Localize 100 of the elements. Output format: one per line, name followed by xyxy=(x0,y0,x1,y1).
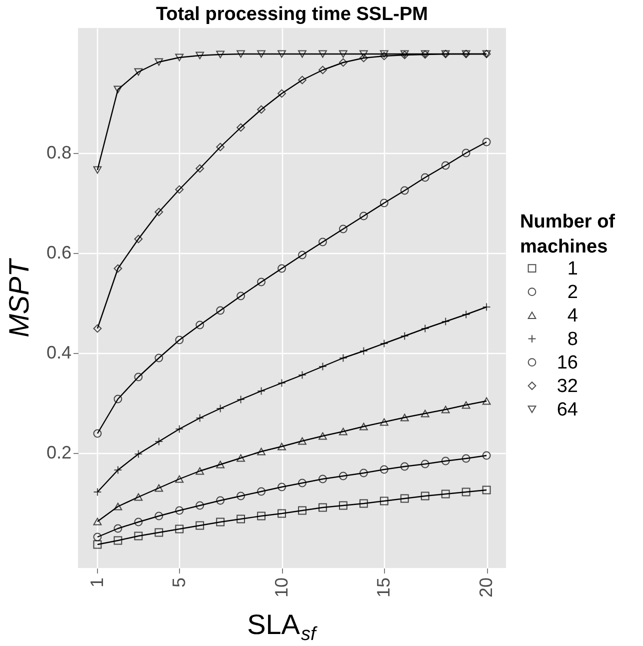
x-tick-label: 20 xyxy=(476,578,496,598)
x-tick-label: 1 xyxy=(86,578,107,588)
point xyxy=(236,123,246,132)
point xyxy=(462,488,470,496)
point xyxy=(338,501,348,510)
point xyxy=(441,406,450,414)
point xyxy=(154,58,164,66)
point xyxy=(175,475,184,483)
point xyxy=(298,50,306,58)
point xyxy=(338,224,348,234)
legend-label: 16 xyxy=(556,352,578,374)
point xyxy=(216,496,225,505)
point xyxy=(482,486,491,494)
point xyxy=(420,410,430,418)
point xyxy=(318,432,327,440)
point xyxy=(482,138,491,146)
y-tick-label: 0.2 xyxy=(46,442,72,462)
point xyxy=(257,105,266,114)
point xyxy=(380,465,388,474)
point xyxy=(257,50,266,58)
point xyxy=(196,52,204,60)
point xyxy=(93,518,102,526)
point xyxy=(196,501,204,510)
point xyxy=(114,502,122,510)
point xyxy=(298,250,306,260)
point xyxy=(114,264,122,273)
point xyxy=(154,208,164,216)
point xyxy=(93,324,102,333)
point xyxy=(154,484,164,492)
point xyxy=(196,320,204,330)
point xyxy=(462,148,470,158)
point xyxy=(359,499,368,508)
point xyxy=(482,451,491,460)
point xyxy=(134,234,143,244)
point xyxy=(298,478,306,488)
point xyxy=(175,506,184,515)
point xyxy=(298,506,306,515)
point xyxy=(154,512,164,520)
point xyxy=(462,401,470,409)
point xyxy=(278,509,286,518)
point xyxy=(196,164,204,173)
point xyxy=(318,503,327,512)
point xyxy=(359,50,368,58)
point xyxy=(236,50,246,58)
point xyxy=(359,54,368,62)
point xyxy=(216,142,225,152)
legend-label: 4 xyxy=(567,305,578,326)
point xyxy=(318,66,327,74)
point xyxy=(93,166,102,174)
point xyxy=(216,306,225,315)
point xyxy=(338,428,348,436)
point xyxy=(134,372,143,382)
point xyxy=(236,454,246,462)
point xyxy=(196,467,204,475)
point xyxy=(278,50,286,58)
point xyxy=(114,536,122,545)
point xyxy=(380,418,388,426)
point xyxy=(441,490,450,498)
point xyxy=(359,212,368,220)
point xyxy=(380,496,388,506)
point xyxy=(175,54,184,62)
x-tick-label: 5 xyxy=(168,578,189,588)
point xyxy=(134,493,143,501)
point xyxy=(257,448,266,456)
point xyxy=(216,518,225,526)
point xyxy=(318,50,327,58)
point xyxy=(114,394,122,404)
point xyxy=(462,454,470,463)
point xyxy=(278,482,286,492)
point xyxy=(298,76,306,84)
point xyxy=(420,173,430,182)
point xyxy=(441,161,450,170)
point xyxy=(420,460,430,468)
point xyxy=(216,460,225,468)
x-tick-label: 15 xyxy=(374,578,394,598)
y-tick-label: 0.6 xyxy=(46,242,72,262)
point xyxy=(278,264,286,273)
point xyxy=(318,474,327,484)
point xyxy=(236,292,246,300)
point xyxy=(216,50,225,58)
point xyxy=(93,429,102,438)
point xyxy=(400,414,409,422)
point xyxy=(338,472,348,480)
point xyxy=(175,185,184,194)
point xyxy=(93,540,102,549)
point xyxy=(154,528,164,537)
point xyxy=(114,86,122,94)
point xyxy=(257,487,266,496)
point xyxy=(175,336,184,344)
point xyxy=(175,524,184,534)
y-tick-label: 0.8 xyxy=(46,142,72,162)
point xyxy=(278,89,286,98)
x-tick-label: 10 xyxy=(271,578,292,598)
point xyxy=(236,514,246,524)
legend-label: 8 xyxy=(567,328,578,350)
point xyxy=(154,354,164,362)
point xyxy=(257,512,266,520)
point xyxy=(257,278,266,286)
point xyxy=(134,518,143,526)
point xyxy=(93,532,102,542)
